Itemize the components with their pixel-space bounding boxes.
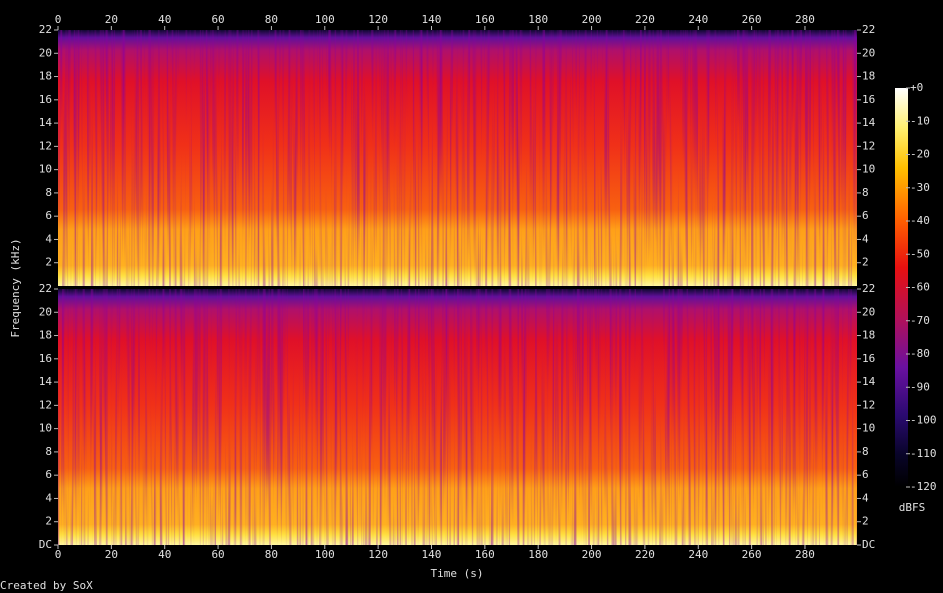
y-tick-label: 14 — [862, 375, 876, 388]
colorbar — [895, 88, 908, 487]
y-tick-label: 22 — [862, 23, 875, 36]
x-tick-label: 20 — [105, 548, 118, 561]
y-tick-label: 4 — [45, 491, 52, 504]
x-tick-label: 100 — [315, 548, 335, 561]
colorbar-tick-label: -60 — [910, 281, 930, 294]
y-tick-label: 2 — [45, 256, 52, 269]
x-tick-label: 60 — [211, 13, 224, 26]
colorbar-tick-label: -100 — [910, 414, 937, 427]
x-tick-label: 160 — [475, 548, 495, 561]
y-tick-label: 14 — [39, 375, 53, 388]
colorbar-label: dBFS — [899, 501, 926, 514]
spectrogram-texture — [58, 289, 857, 545]
x-axis-label: Time (s) — [431, 567, 484, 580]
x-tick-label: 280 — [795, 13, 815, 26]
y-tick-label: 18 — [39, 329, 52, 342]
x-tick-label: 120 — [368, 548, 388, 561]
y-tick-label: 4 — [45, 232, 52, 245]
x-tick-label: 260 — [742, 13, 762, 26]
y-tick-label: 8 — [45, 445, 52, 458]
y-tick-label: 20 — [39, 46, 52, 59]
colorbar-tick-label: -20 — [910, 148, 930, 161]
x-tick-label: 20 — [105, 13, 118, 26]
y-tick-label: DC — [39, 538, 52, 551]
y-tick-label: 16 — [862, 93, 875, 106]
y-tick-label: 22 — [39, 282, 52, 295]
y-tick-label: 18 — [862, 70, 875, 83]
x-tick-label: 140 — [422, 13, 442, 26]
x-tick-label: 100 — [315, 13, 335, 26]
y-tick-label: 10 — [862, 163, 875, 176]
y-tick-label: 22 — [39, 23, 52, 36]
y-tick-label: 2 — [862, 515, 869, 528]
y-tick-label: 20 — [39, 305, 52, 318]
x-tick-label: 80 — [265, 548, 278, 561]
y-tick-label: 18 — [862, 329, 875, 342]
colorbar-tick-label: -50 — [910, 247, 930, 260]
y-tick-label: 8 — [45, 186, 52, 199]
colorbar-tick-label: -70 — [910, 314, 930, 327]
x-tick-label: 200 — [582, 13, 602, 26]
x-tick-label: 60 — [211, 548, 224, 561]
y-tick-label: 12 — [862, 139, 875, 152]
y-tick-label: 18 — [39, 70, 52, 83]
y-tick-label: 4 — [862, 232, 869, 245]
y-tick-label: 20 — [862, 305, 875, 318]
y-tick-label: 16 — [862, 352, 875, 365]
x-tick-label: 220 — [635, 548, 655, 561]
x-tick-label: 180 — [528, 548, 548, 561]
x-tick-label: 220 — [635, 13, 655, 26]
colorbar-tick-label: -120 — [910, 480, 937, 493]
credit: Created by SoX — [0, 579, 93, 592]
y-tick-label: 4 — [862, 491, 869, 504]
spectrogram-texture — [58, 30, 857, 286]
y-tick-label: 16 — [39, 93, 52, 106]
x-tick-label: 0 — [55, 13, 62, 26]
x-tick-label: 240 — [688, 13, 708, 26]
y-tick-label: 2 — [45, 515, 52, 528]
y-tick-label: 12 — [862, 398, 875, 411]
y-tick-label: 6 — [45, 468, 52, 481]
y-tick-label: 2 — [862, 256, 869, 269]
y-tick-label: 8 — [862, 186, 869, 199]
x-tick-label: 140 — [422, 548, 442, 561]
y-tick-label: 22 — [862, 282, 875, 295]
y-tick-label: 14 — [39, 116, 53, 129]
x-tick-label: 40 — [158, 13, 171, 26]
y-tick-label: 12 — [39, 139, 52, 152]
x-tick-label: 120 — [368, 13, 388, 26]
colorbar-tick-label: -80 — [910, 347, 930, 360]
colorbar-tick-label: -40 — [910, 214, 930, 227]
x-tick-label: 160 — [475, 13, 495, 26]
x-tick-label: 280 — [795, 548, 815, 561]
colorbar-tick-label: -10 — [910, 114, 930, 127]
y-tick-label: 6 — [862, 468, 869, 481]
x-tick-label: 0 — [55, 548, 62, 561]
x-tick-label: 80 — [265, 13, 278, 26]
y-tick-label: DC — [862, 538, 875, 551]
y-tick-label: 8 — [862, 445, 869, 458]
y-tick-label: 6 — [45, 209, 52, 222]
y-tick-label: 14 — [862, 116, 876, 129]
y-tick-label: 6 — [862, 209, 869, 222]
y-tick-label: 12 — [39, 398, 52, 411]
y-axis-label: Frequency (kHz) — [9, 238, 22, 337]
x-tick-label: 40 — [158, 548, 171, 561]
colorbar-tick-label: -30 — [910, 181, 930, 194]
colorbar-tick-label: -90 — [910, 380, 930, 393]
colorbar-tick-label: +0 — [910, 81, 923, 94]
y-tick-label: 16 — [39, 352, 52, 365]
x-tick-label: 200 — [582, 548, 602, 561]
y-tick-label: 10 — [39, 163, 52, 176]
colorbar-tick-label: -110 — [910, 447, 937, 460]
x-tick-label: 180 — [528, 13, 548, 26]
x-tick-label: 260 — [742, 548, 762, 561]
y-tick-label: 10 — [39, 422, 52, 435]
y-tick-label: 20 — [862, 46, 875, 59]
y-tick-label: 10 — [862, 422, 875, 435]
x-tick-label: 240 — [688, 548, 708, 561]
